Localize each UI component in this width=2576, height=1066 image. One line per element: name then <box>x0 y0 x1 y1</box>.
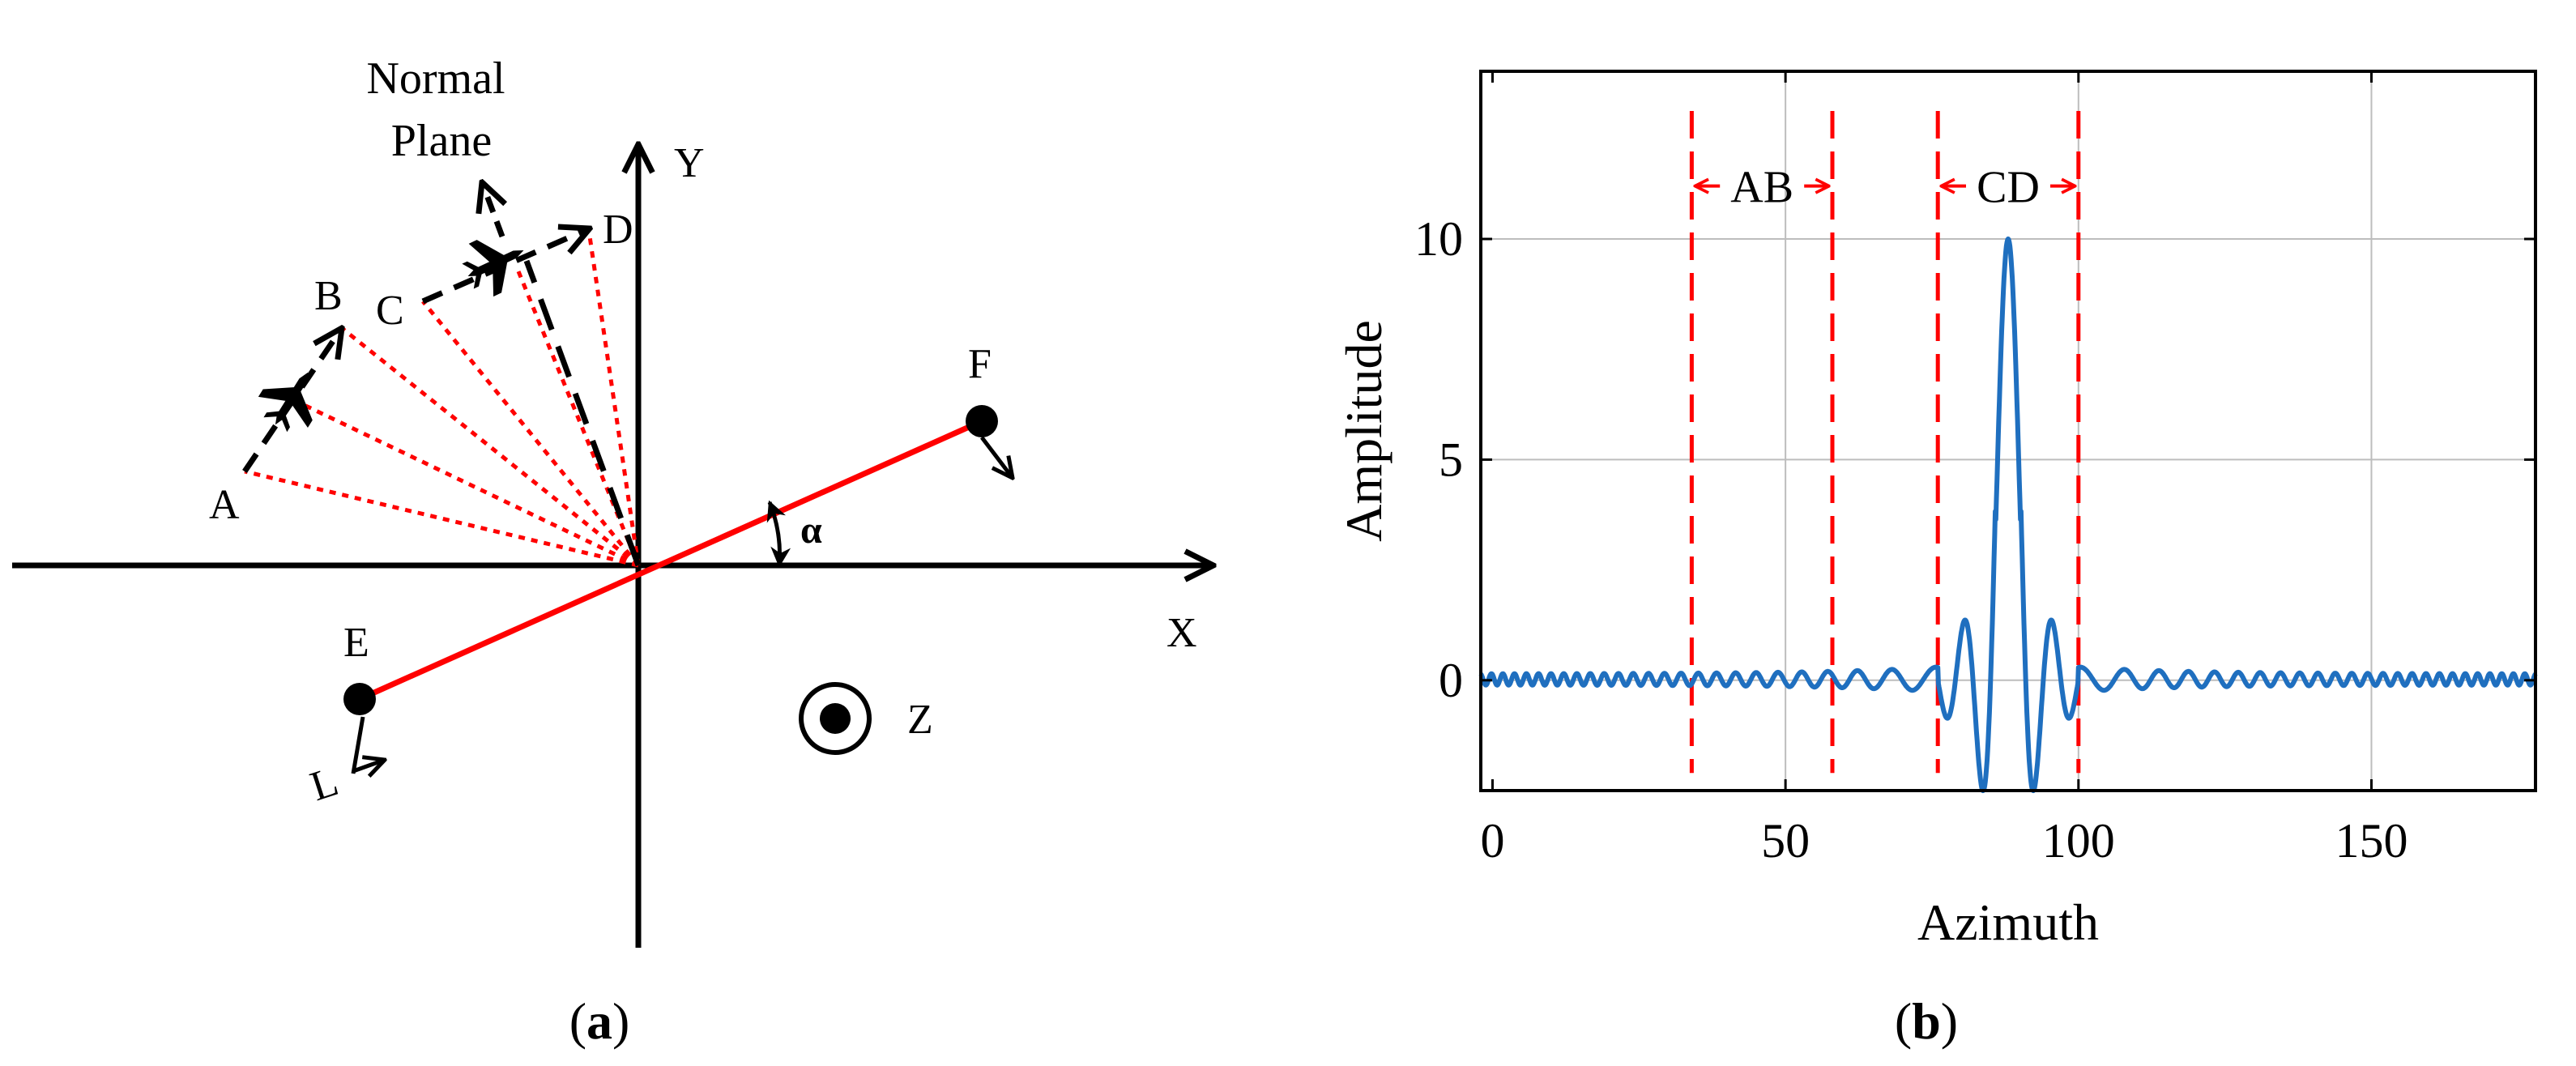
los-c <box>421 300 640 567</box>
normal-plane-label-line2: Plane <box>391 116 492 166</box>
normal-plane-label-line1: Normal <box>366 53 505 104</box>
x-ticks: 0 50 100 150 <box>1480 71 2408 868</box>
point-label-c: C <box>376 288 404 334</box>
los-mid-2 <box>516 271 641 566</box>
angle-label: α <box>800 509 822 552</box>
interval-label: CD <box>1977 163 2040 213</box>
x-tick-label: 50 <box>1761 814 1810 868</box>
point-label-f: F <box>968 341 992 387</box>
baseline-ef <box>358 418 983 702</box>
point-label-e: E <box>343 620 369 666</box>
x-axis-label: X <box>1166 610 1197 656</box>
z-axis-label: Z <box>907 697 933 743</box>
flight-path-cd <box>421 228 590 305</box>
x-tick-label: 150 <box>2335 814 2408 868</box>
antenna-e-arrow <box>351 716 365 774</box>
antenna-f-arrow <box>980 436 1013 478</box>
point-label-d: D <box>603 207 633 253</box>
z-axis-out-of-page-icon <box>799 682 872 755</box>
caption-a: (a) <box>569 992 630 1050</box>
interval-labels: AB CD <box>1695 163 2075 213</box>
y-ticks: 0 5 10 <box>1414 212 2535 707</box>
antenna-label: L <box>305 758 343 810</box>
angle-arc <box>766 500 791 568</box>
panel-a: X Y A B C D Normal Plane <box>12 53 1213 1050</box>
plot-frame <box>1479 70 2537 792</box>
normal-plane-label: Normal Plane <box>366 53 516 166</box>
point-label-b: B <box>314 273 343 319</box>
los-mid-1 <box>294 399 640 568</box>
x-axis-title: Azimuth <box>1917 893 2099 951</box>
los-b <box>340 326 640 567</box>
interval-markers <box>1689 111 2081 774</box>
caption-b-letter: b <box>1912 992 1941 1050</box>
lines-of-sight <box>244 236 641 568</box>
normal-line <box>523 259 642 567</box>
los-d <box>587 236 641 566</box>
amplitude-curve <box>1478 237 2538 794</box>
panel-b: 0 50 100 150 0 5 10 AB CD Azimuth Amplitude (b… <box>1335 70 2538 1050</box>
point-label-a: A <box>209 482 240 528</box>
x-tick-label: 0 <box>1480 814 1504 868</box>
los-a <box>244 469 639 568</box>
airplane-icon <box>455 224 536 303</box>
normal-plane-arrow <box>482 182 502 238</box>
y-tick-label: 5 <box>1439 433 1463 486</box>
caption-a-letter: a <box>586 992 612 1050</box>
y-tick-label: 10 <box>1414 212 1463 266</box>
interval-label: AB <box>1730 163 1793 213</box>
antenna-e <box>343 683 376 715</box>
antenna-f <box>966 405 998 437</box>
y-axis-label: Y <box>674 140 705 186</box>
antenna-e-arrow-head <box>352 760 385 771</box>
airplane-icon <box>250 356 333 441</box>
x-tick-label: 100 <box>2042 814 2115 868</box>
caption-b: (b) <box>1895 992 1958 1050</box>
y-axis-title: Amplitude <box>1335 320 1392 542</box>
y-tick-label: 0 <box>1439 654 1463 707</box>
